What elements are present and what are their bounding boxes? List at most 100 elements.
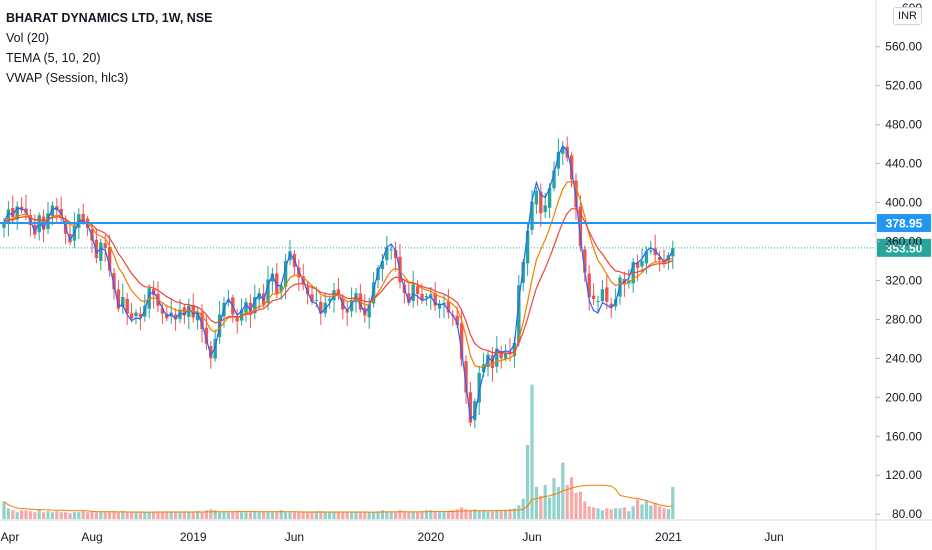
volume-bar bbox=[42, 512, 46, 520]
volume-bar bbox=[332, 512, 336, 520]
volume-bars bbox=[2, 384, 675, 520]
volume-bar bbox=[182, 511, 186, 520]
volume-bar bbox=[306, 512, 310, 520]
volume-bar bbox=[160, 512, 164, 520]
candle-body bbox=[591, 295, 596, 299]
candle-body bbox=[349, 299, 354, 312]
last-price-tag-label: 353.50 bbox=[886, 241, 923, 255]
volume-bar bbox=[50, 512, 54, 520]
volume-bar bbox=[600, 510, 604, 520]
volume-bar bbox=[517, 505, 521, 520]
candle-body bbox=[486, 354, 490, 368]
candle-body bbox=[543, 205, 547, 212]
volume-bar bbox=[37, 509, 41, 520]
candle-body bbox=[534, 190, 539, 205]
candle-body bbox=[112, 273, 116, 290]
time-axis[interactable]: Apr Aug 2019 Jun 2020 Jun 2021 Jun bbox=[1, 530, 784, 544]
chart-legend: BHARAT DYNAMICS LTD, 1W, NSE Vol (20) TE… bbox=[6, 8, 212, 88]
volume-bar bbox=[156, 512, 160, 520]
volume-bar bbox=[200, 512, 204, 520]
y-tick-label-4: 240.00 bbox=[885, 351, 922, 365]
volume-bar bbox=[99, 512, 103, 520]
candle-body bbox=[209, 346, 213, 359]
currency-badge[interactable]: INR bbox=[893, 7, 922, 25]
volume-bar bbox=[328, 512, 332, 520]
volume-bar bbox=[284, 512, 288, 520]
volume-bar bbox=[143, 512, 147, 520]
volume-bar bbox=[570, 477, 574, 520]
candle-body bbox=[499, 351, 503, 359]
candle-body bbox=[561, 147, 565, 154]
volume-bar bbox=[671, 486, 675, 520]
y-tick-label-0: 80.00 bbox=[892, 507, 922, 521]
tema-lines bbox=[3, 144, 674, 420]
volume-bar bbox=[609, 509, 613, 520]
candle-body bbox=[385, 247, 389, 261]
volume-bar bbox=[152, 512, 156, 520]
candle-body bbox=[415, 286, 420, 295]
volume-bar bbox=[380, 510, 384, 520]
candle-body bbox=[605, 287, 609, 302]
volume-bar bbox=[407, 512, 411, 520]
volume-bar bbox=[526, 445, 530, 520]
candle-body bbox=[539, 191, 543, 214]
volume-bar bbox=[574, 492, 578, 520]
candle-body bbox=[138, 313, 143, 318]
volume-bar bbox=[416, 512, 420, 520]
volume-bar bbox=[411, 512, 415, 520]
candle-body bbox=[226, 299, 231, 303]
volume-bar bbox=[323, 512, 327, 520]
candle-body bbox=[671, 247, 675, 257]
tema-legend[interactable]: TEMA (5, 10, 20) bbox=[6, 51, 101, 65]
candle-body bbox=[574, 180, 578, 208]
candle-body bbox=[173, 314, 178, 320]
candle-body bbox=[327, 298, 332, 301]
volume-legend[interactable]: Vol (20) bbox=[6, 31, 50, 45]
volume-bar bbox=[433, 511, 437, 520]
volume-bar bbox=[121, 511, 125, 520]
candle-body bbox=[235, 315, 239, 322]
volume-bar bbox=[460, 507, 464, 520]
volume-bar bbox=[108, 512, 112, 520]
candle-body bbox=[649, 250, 653, 252]
candle-body bbox=[512, 342, 517, 357]
y-tick-label-3: 200.00 bbox=[885, 390, 922, 404]
candle-body bbox=[81, 213, 85, 222]
last-price-tag bbox=[877, 238, 931, 257]
candle-body bbox=[627, 280, 631, 284]
volume-bar bbox=[662, 508, 666, 520]
volume-bar bbox=[130, 512, 134, 520]
volume-bar bbox=[512, 508, 516, 520]
volume-bar bbox=[578, 491, 582, 520]
candle-body bbox=[319, 301, 323, 314]
volume-bar bbox=[438, 512, 442, 520]
volume-bar bbox=[477, 510, 481, 520]
volume-bar bbox=[495, 510, 499, 520]
volume-bar bbox=[178, 512, 182, 520]
vwap-legend[interactable]: VWAP (Session, hlc3) bbox=[6, 71, 129, 85]
volume-bar bbox=[389, 512, 393, 520]
volume-bar bbox=[275, 512, 279, 520]
volume-bar bbox=[376, 511, 380, 520]
volume-bar bbox=[319, 511, 323, 520]
resistance-tag-label: 378.95 bbox=[886, 217, 923, 231]
volume-bar bbox=[288, 512, 292, 520]
candle-body bbox=[107, 246, 112, 271]
candle-body bbox=[468, 392, 473, 423]
candle-body bbox=[600, 289, 605, 302]
x-tick-label-5: Jun bbox=[522, 530, 541, 544]
symbol-title[interactable]: BHARAT DYNAMICS LTD, 1W, NSE bbox=[6, 11, 213, 25]
resistance-tag bbox=[877, 214, 931, 233]
volume-bar bbox=[222, 512, 226, 520]
volume-bar bbox=[20, 510, 24, 520]
candle-body bbox=[547, 187, 552, 208]
candle-body bbox=[6, 209, 11, 223]
candle-body bbox=[2, 222, 6, 228]
price-axis[interactable]: 80.00 120.00 160.00 200.00 240.00 280.00 320.0… bbox=[876, 1, 922, 521]
horizontal-lines[interactable]: 378.95 353.50 bbox=[0, 214, 931, 257]
candle-body bbox=[160, 308, 165, 314]
volume-bar bbox=[240, 512, 244, 520]
candle-body bbox=[459, 323, 464, 360]
candle-body bbox=[495, 348, 499, 367]
